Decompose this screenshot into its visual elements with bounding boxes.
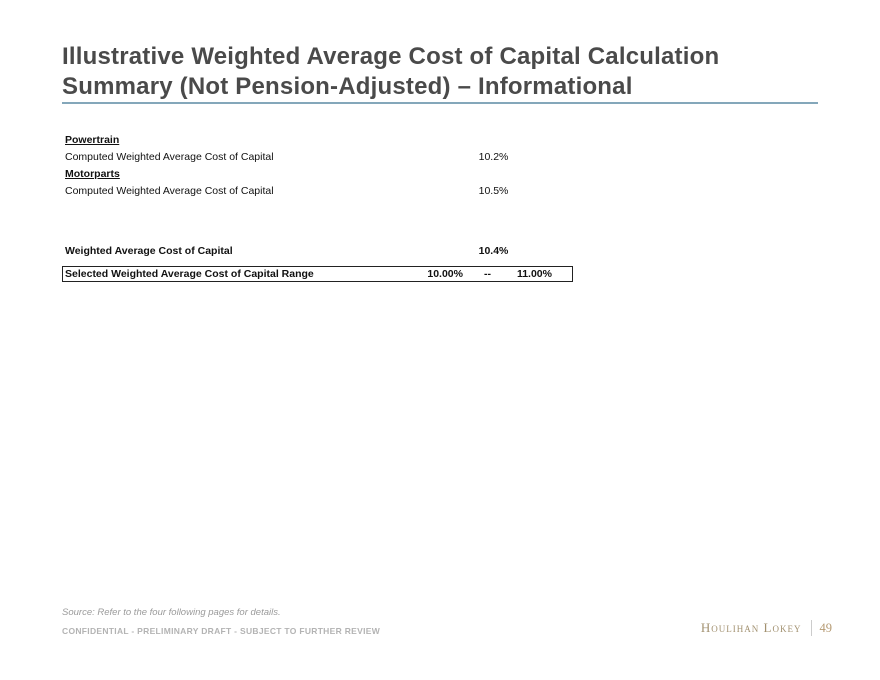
confidential-note: CONFIDENTIAL - PRELIMINARY DRAFT - SUBJE… (62, 626, 381, 636)
page-number: 49 (819, 620, 833, 635)
section-label: Motorparts (65, 167, 120, 180)
footer-brand: Houlihan Lokey 49 (701, 619, 832, 637)
row-value: 10.5% (478, 184, 509, 197)
brand-divider (810, 620, 812, 636)
table-row: Computed Weighted Average Cost of Capita… (62, 148, 573, 165)
total-label: Weighted Average Cost of Capital (65, 244, 233, 257)
range-low-value: 10.00% (427, 268, 463, 280)
row-label: Computed Weighted Average Cost of Capita… (65, 184, 274, 197)
row-label: Computed Weighted Average Cost of Capita… (65, 150, 274, 163)
table-section-row: Motorparts (62, 165, 573, 182)
page-title-line2: Summary (Not Pension-Adjusted) – Informa… (62, 73, 633, 100)
table-row: Computed Weighted Average Cost of Capita… (62, 182, 573, 199)
wacc-summary-table: Powertrain Computed Weighted Average Cos… (62, 131, 573, 282)
row-value: 10.2% (478, 150, 509, 163)
selected-range-row: Selected Weighted Average Cost of Capita… (62, 266, 573, 282)
table-section-row: Powertrain (62, 131, 573, 148)
page-title: Illustrative Weighted Average Cost of Ca… (62, 42, 820, 102)
total-value: 10.4% (478, 244, 509, 257)
range-high-value: 11.00% (516, 268, 552, 280)
table-total-row: Weighted Average Cost of Capital 10.4% (62, 242, 573, 259)
range-label: Selected Weighted Average Cost of Capita… (65, 268, 314, 280)
brand-logo-text: Houlihan Lokey (700, 620, 802, 635)
source-note: Source: Refer to the four following page… (62, 607, 281, 618)
range-dash: -- (484, 268, 491, 280)
title-underline-rule (62, 102, 818, 104)
page-title-line1: Illustrative Weighted Average Cost of Ca… (62, 43, 720, 70)
section-label: Powertrain (65, 133, 120, 146)
